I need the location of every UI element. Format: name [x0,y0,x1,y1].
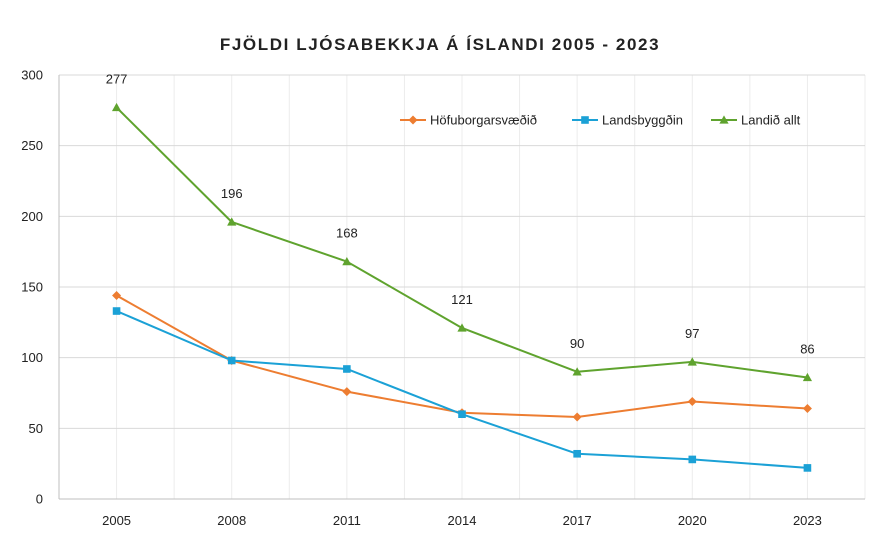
y-tick-label: 150 [21,280,43,295]
legend-item: Höfuborgarsvæðið [400,113,537,128]
data-label: 90 [570,336,584,351]
axes: 0 50 100 150 200 250 300 2005 2008 2011 2014 2017 20… [21,68,865,528]
data-label: 196 [221,186,243,201]
chart-title: FJÖLDI LJÓSABEKKJA Á ÍSLANDI 2005 - 2023 [220,35,660,54]
y-tick-label: 100 [21,350,43,365]
x-tick-label: 2011 [333,513,361,528]
data-point [688,455,697,464]
data-point [342,256,352,266]
data-point [112,307,121,315]
data-label: 121 [451,292,473,307]
legend-marker [408,115,418,125]
x-tick-label: 2008 [217,513,246,528]
data-point [802,404,812,414]
x-tick-label: 2020 [678,513,707,528]
legend-label: Landið allt [741,113,801,128]
data-point [803,464,812,472]
y-tick-label: 0 [36,492,43,507]
y-tick-label: 250 [21,138,43,153]
data-point [573,449,581,458]
data-point [343,365,351,373]
x-tick-label: 2005 [102,513,131,528]
data-point [342,387,352,397]
data-labels: 277 196 168 121 90 97 86 [106,72,815,357]
legend-label: Höfuborgarsvæðið [430,113,537,128]
legend: Höfuborgarsvæðið Landsbyggðin Landið allt [400,113,801,128]
data-label: 86 [800,341,814,356]
legend-label: Landsbyggðin [602,113,683,128]
data-point [687,357,697,366]
y-tick-label: 200 [21,209,43,224]
x-tick-label: 2014 [448,513,477,528]
data-point [227,217,237,226]
gridlines [59,74,866,499]
data-label: 97 [685,326,699,341]
data-point [572,367,582,376]
data-label: 168 [336,226,358,241]
data-point [802,372,813,382]
series-triangle [111,102,813,382]
data-point [458,410,466,418]
y-tick-label: 300 [21,68,43,83]
data-point [227,356,236,365]
y-tick-label: 50 [29,421,43,436]
data-point [572,412,582,422]
legend-item: Landsbyggðin [572,113,683,128]
series-square [112,307,812,472]
legend-marker [719,115,729,124]
data-point [457,323,467,332]
legend-item: Landið allt [711,113,801,128]
legend-marker [581,116,589,124]
x-tick-label: 2017 [563,513,592,528]
data-label: 277 [106,72,128,87]
x-tick-label: 2023 [793,513,822,528]
series-layer [111,102,813,472]
data-point [687,396,697,406]
data-point [111,102,122,112]
data-point [112,290,122,300]
